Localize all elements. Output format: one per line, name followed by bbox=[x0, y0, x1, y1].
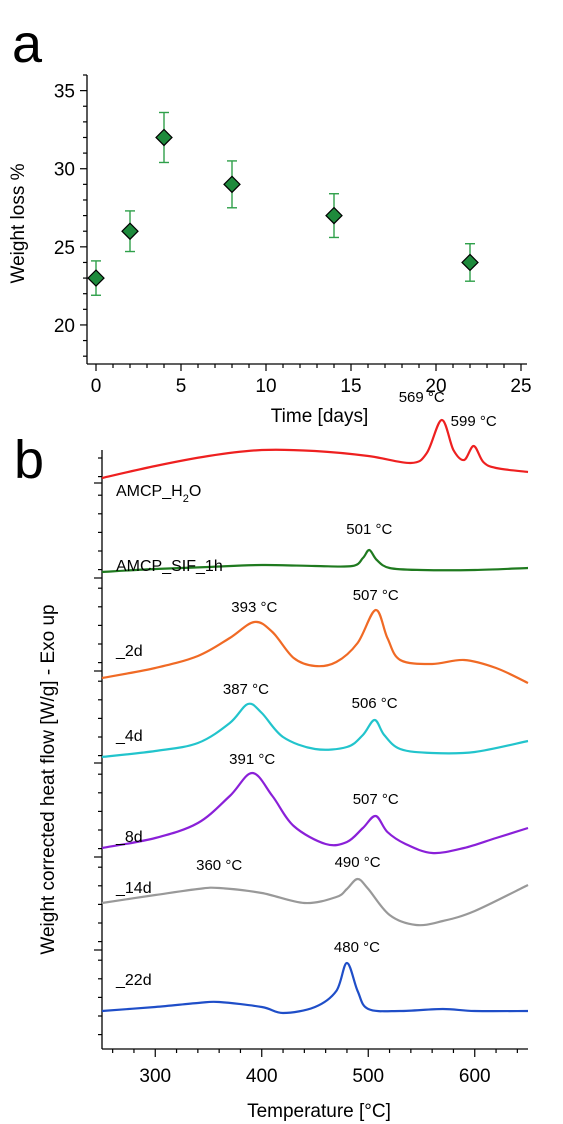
peak-label: 599 °C bbox=[451, 413, 497, 430]
series-line bbox=[101, 702, 529, 759]
series-line bbox=[101, 548, 529, 574]
panel-a-x-tick-label: 10 bbox=[255, 376, 276, 397]
panel-b-y-axis-title: Weight corrected heat flow [W/g] - Exo u… bbox=[38, 604, 59, 954]
data-point bbox=[121, 222, 139, 241]
series-label: AMCP_H2O bbox=[116, 483, 201, 505]
series-line bbox=[101, 418, 529, 480]
panel-a: a 20 25 30 35 0 5 10 15 20 25 Time [days] Weight … bbox=[8, 14, 532, 427]
panel-b-x-axis-title: Temperature [°C] bbox=[247, 1101, 391, 1122]
panel-a-x-tick-label: 15 bbox=[340, 376, 361, 397]
peak-label: 391 °C bbox=[229, 751, 275, 768]
panel-b: b 300 400 500 600 AMCP_H2O 569 °C 599 °C AMCP_… bbox=[14, 389, 529, 1122]
series-label: _2d bbox=[115, 643, 143, 660]
series-label: _22d bbox=[115, 972, 152, 989]
peak-label: 507 °C bbox=[353, 587, 399, 604]
series-label: _14d bbox=[115, 880, 152, 897]
panel-a-y-tick-label: 20 bbox=[54, 316, 75, 337]
panel-a-x-tick-label: 0 bbox=[91, 376, 102, 397]
data-point bbox=[155, 128, 173, 147]
peak-label: 387 °C bbox=[223, 681, 269, 698]
series-line bbox=[101, 961, 529, 1015]
series-line bbox=[101, 771, 529, 855]
peak-label: 393 °C bbox=[231, 599, 277, 616]
peak-label: 490 °C bbox=[335, 854, 381, 871]
series-line bbox=[101, 608, 529, 684]
series-line bbox=[101, 877, 529, 927]
data-point bbox=[87, 269, 105, 287]
peak-label: 360 °C bbox=[196, 857, 242, 874]
panel-a-x-tick-label: 25 bbox=[510, 376, 531, 397]
data-point bbox=[325, 206, 343, 225]
peak-label: 506 °C bbox=[352, 695, 398, 712]
series-label: _8d bbox=[115, 829, 143, 846]
panel-b-x-tick-label: 600 bbox=[459, 1066, 491, 1087]
series-label: AMCP_SIF_1h bbox=[116, 558, 223, 575]
data-point bbox=[461, 253, 479, 272]
panel-a-y-tick-label: 30 bbox=[54, 160, 75, 181]
peak-label: 480 °C bbox=[334, 939, 380, 956]
series-label: _4d bbox=[115, 728, 143, 745]
data-point bbox=[223, 175, 241, 194]
peak-label: 507 °C bbox=[353, 791, 399, 808]
peak-label: 569 °C bbox=[399, 389, 445, 406]
panel-a-y-tick-label: 25 bbox=[54, 238, 75, 259]
panel-b-label: b bbox=[14, 430, 44, 490]
panel-a-y-axis-title: Weight loss % bbox=[8, 163, 29, 283]
panel-b-x-tick-label: 400 bbox=[246, 1066, 278, 1087]
panel-a-label: a bbox=[12, 14, 43, 74]
panel-a-x-tick-label: 5 bbox=[176, 376, 187, 397]
peak-label: 501 °C bbox=[346, 521, 392, 538]
panel-b-x-tick-label: 300 bbox=[139, 1066, 171, 1087]
panel-a-x-tick-label: 20 bbox=[425, 376, 446, 397]
panel-a-y-tick-label: 35 bbox=[54, 82, 75, 103]
panel-b-x-tick-label: 500 bbox=[352, 1066, 384, 1087]
panel-a-x-axis-title: Time [days] bbox=[271, 406, 369, 427]
